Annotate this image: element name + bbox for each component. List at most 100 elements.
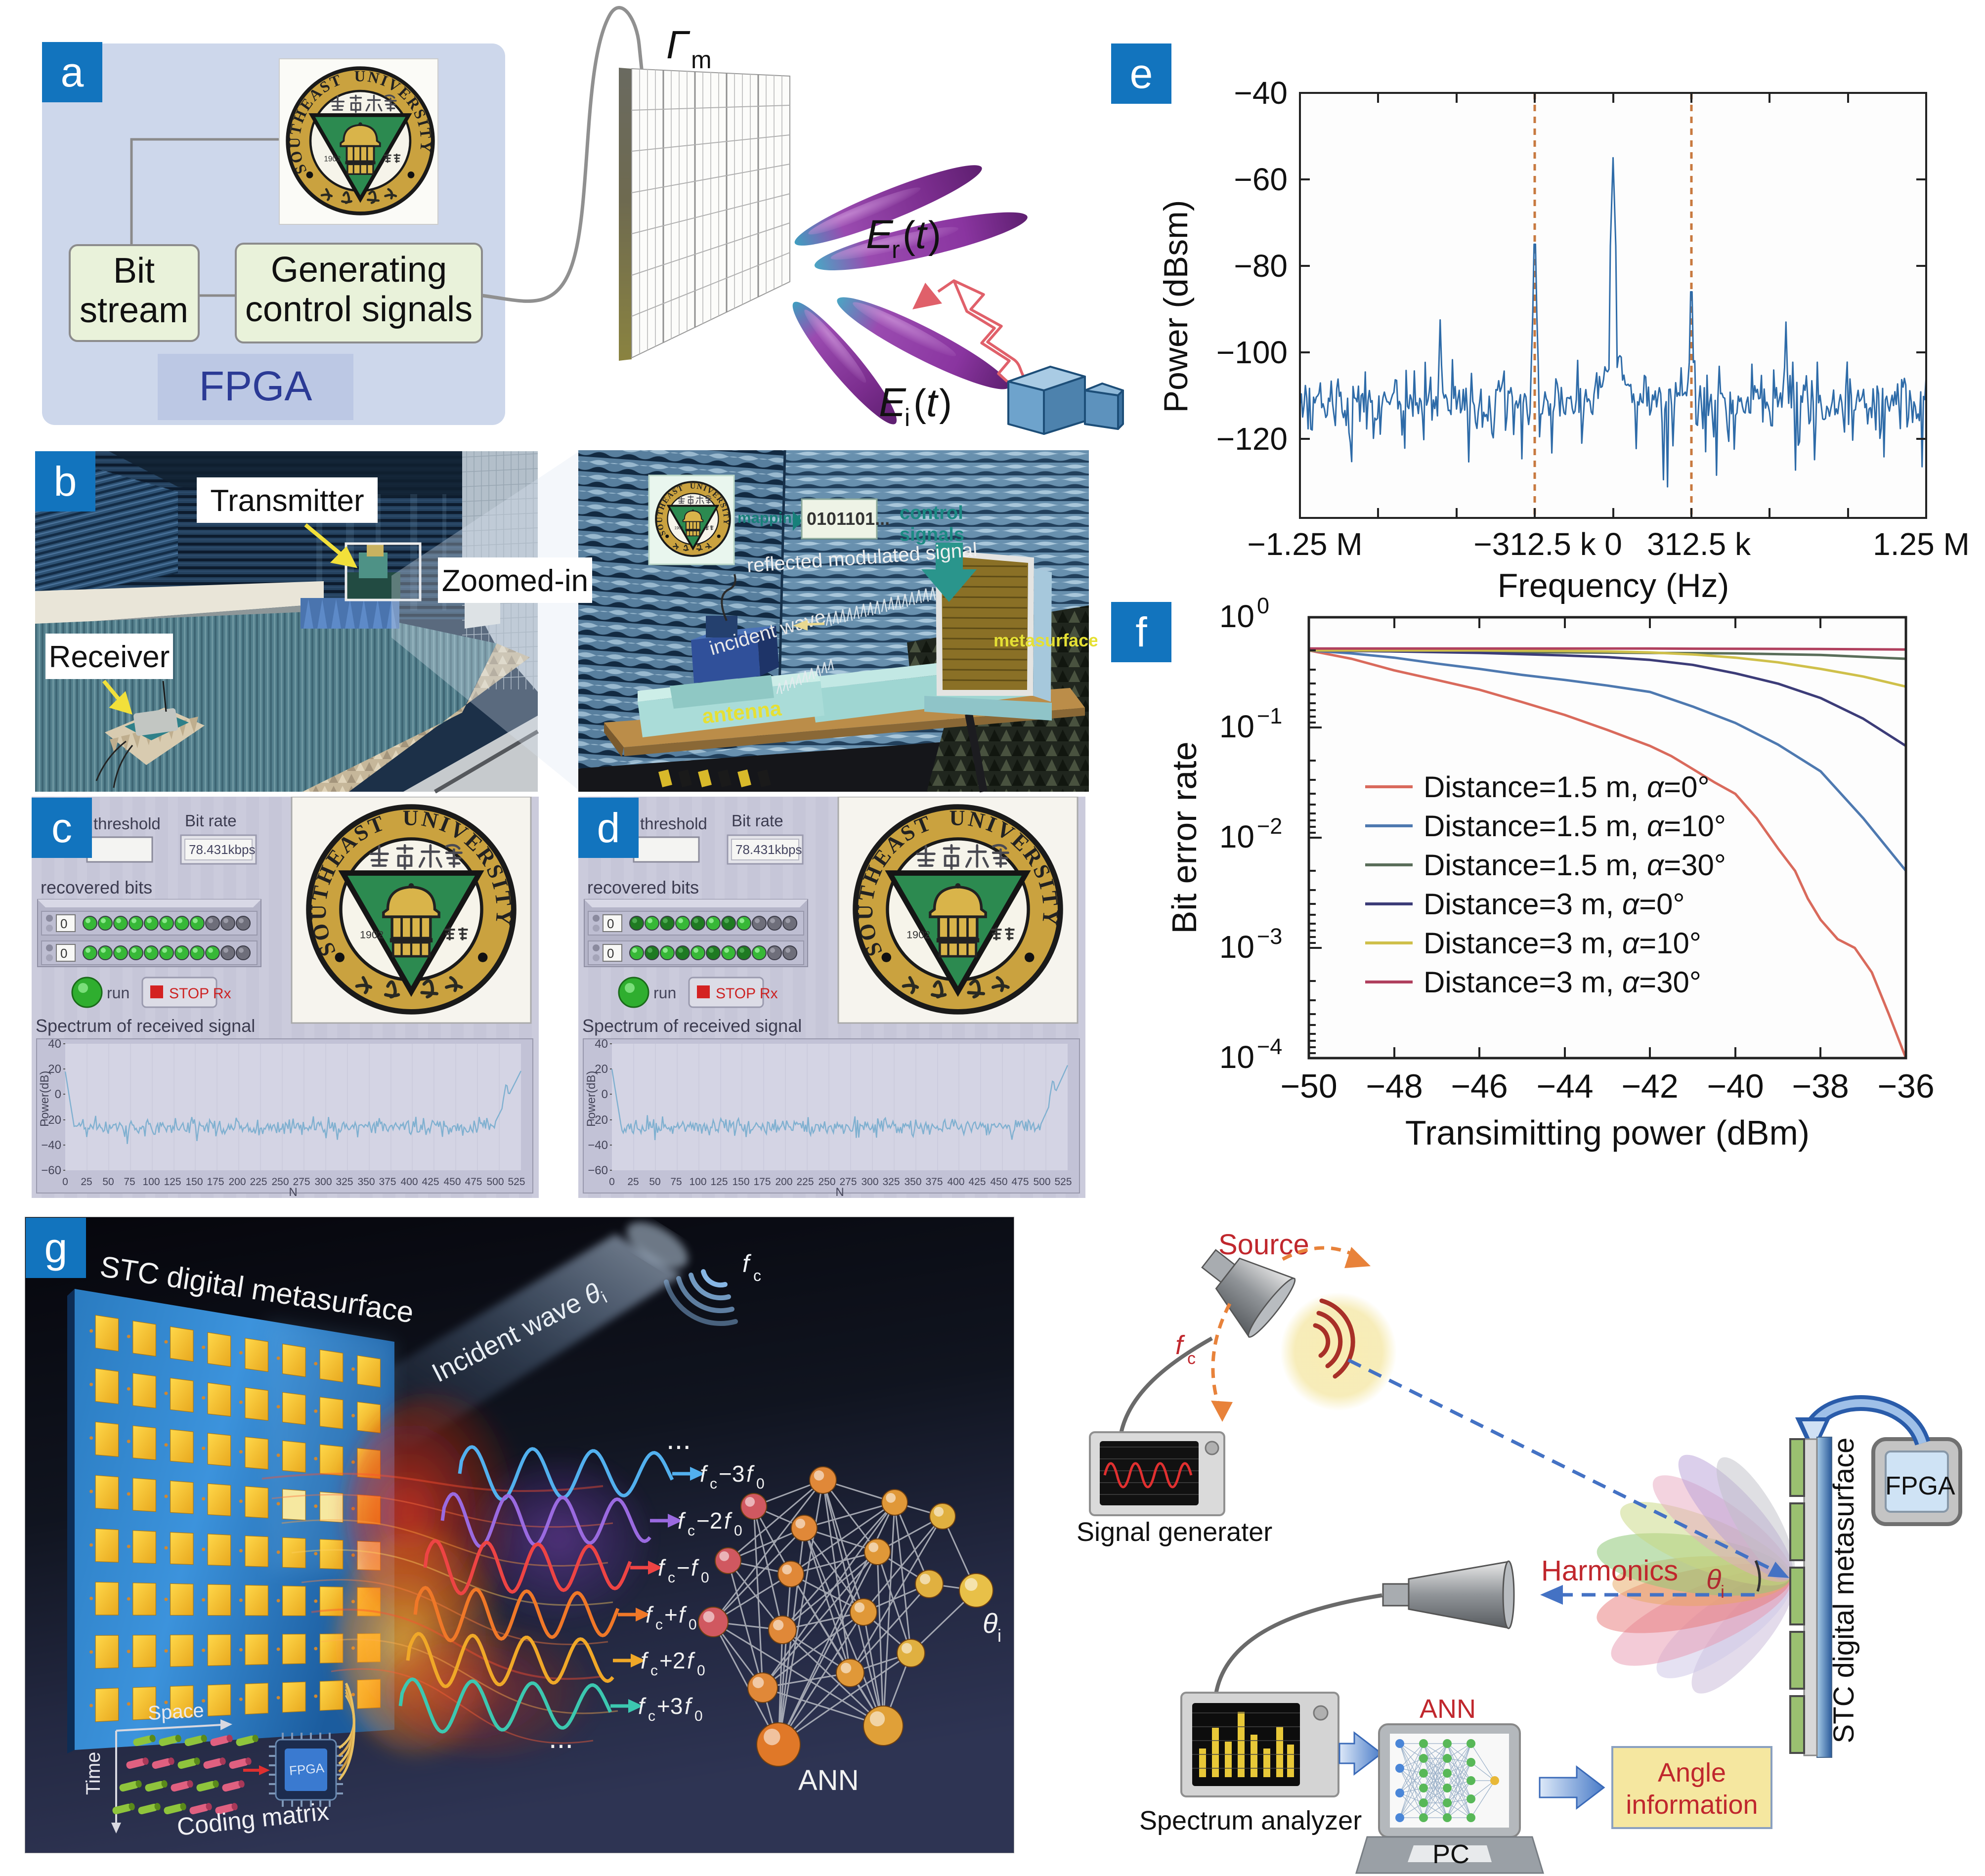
svg-text:Power(dB): Power(dB) xyxy=(38,1071,51,1127)
svg-text:Transimitting power (dBm): Transimitting power (dBm) xyxy=(1405,1113,1810,1152)
svg-text:Distance=1.5 m, α=10°: Distance=1.5 m, α=10° xyxy=(1424,810,1726,843)
svg-text:−20: −20 xyxy=(588,1113,608,1127)
svg-text:−50: −50 xyxy=(1280,1067,1337,1105)
svg-text:400: 400 xyxy=(400,1176,418,1188)
svg-text:f: f xyxy=(658,1555,666,1580)
svg-text:(: ( xyxy=(913,381,926,425)
svg-text:recovered bits: recovered bits xyxy=(587,877,699,897)
svg-text:Bit error rate: Bit error rate xyxy=(1165,742,1204,934)
svg-text:f: f xyxy=(1175,1330,1185,1360)
svg-text:f: f xyxy=(638,1693,647,1719)
svg-text:−60: −60 xyxy=(41,1164,61,1177)
svg-text:−40: −40 xyxy=(41,1139,61,1152)
svg-text:t: t xyxy=(926,381,939,425)
svg-text:325: 325 xyxy=(336,1176,353,1188)
svg-text:500: 500 xyxy=(486,1176,504,1188)
svg-text:+2: +2 xyxy=(659,1648,685,1673)
svg-text:Distance=3 m, α=30°: Distance=3 m, α=30° xyxy=(1424,966,1701,999)
svg-text:c: c xyxy=(753,1267,761,1284)
svg-text:425: 425 xyxy=(422,1176,439,1188)
svg-text:): ) xyxy=(939,381,952,425)
svg-text:−2: −2 xyxy=(1257,813,1282,839)
svg-text:75: 75 xyxy=(124,1176,135,1188)
svg-text:f: f xyxy=(691,1555,699,1580)
svg-text:...: ... xyxy=(549,1721,573,1754)
svg-text:f: f xyxy=(746,1461,755,1487)
svg-text:−1.25 M: −1.25 M xyxy=(1247,526,1362,562)
svg-text:ANN: ANN xyxy=(1420,1694,1476,1724)
svg-text:c: c xyxy=(655,1617,663,1633)
svg-text:metasurface: metasurface xyxy=(993,630,1097,650)
svg-text:): ) xyxy=(928,213,941,256)
svg-text:−120: −120 xyxy=(1216,421,1288,457)
svg-text:50: 50 xyxy=(102,1176,114,1188)
svg-text:350: 350 xyxy=(904,1176,921,1188)
svg-text:f: f xyxy=(679,1602,687,1627)
svg-text:0101101...: 0101101... xyxy=(807,509,890,529)
svg-text:0: 0 xyxy=(756,1476,765,1492)
svg-text:40: 40 xyxy=(48,1037,61,1051)
svg-text:225: 225 xyxy=(796,1176,814,1188)
svg-text:−3: −3 xyxy=(719,1461,744,1487)
svg-text:Receiver: Receiver xyxy=(49,640,170,674)
svg-text:−20: −20 xyxy=(41,1113,61,1127)
svg-text:Bit rate: Bit rate xyxy=(185,811,237,830)
svg-text:0: 0 xyxy=(55,1088,61,1101)
svg-text:Power (dBsm): Power (dBsm) xyxy=(1157,200,1195,413)
svg-text:275: 275 xyxy=(293,1176,310,1188)
svg-text:Angle: Angle xyxy=(1658,1758,1726,1788)
svg-text:Zoomed-in: Zoomed-in xyxy=(442,564,588,598)
svg-text:f: f xyxy=(646,1602,654,1627)
svg-text:c: c xyxy=(668,1570,675,1586)
svg-text:Time: Time xyxy=(83,1752,104,1795)
svg-text:threshold: threshold xyxy=(93,814,161,833)
svg-text:0: 0 xyxy=(60,946,67,961)
svg-text:Distance=3 m, α=0°: Distance=3 m, α=0° xyxy=(1424,888,1684,921)
svg-text:−40: −40 xyxy=(1707,1067,1764,1105)
svg-text:Distance=1.5 m, α=0°: Distance=1.5 m, α=0° xyxy=(1424,770,1710,804)
svg-text:0: 0 xyxy=(602,1088,608,1101)
svg-text:(: ( xyxy=(903,213,915,256)
svg-text:+3: +3 xyxy=(657,1693,683,1719)
svg-text:N: N xyxy=(289,1186,297,1198)
svg-text:325: 325 xyxy=(882,1176,900,1188)
svg-text:475: 475 xyxy=(465,1176,482,1188)
svg-text:θ: θ xyxy=(983,1608,997,1639)
svg-text:Signal generater: Signal generater xyxy=(1077,1517,1272,1547)
svg-text:r: r xyxy=(892,236,900,263)
svg-text:m: m xyxy=(691,46,712,74)
svg-text:100: 100 xyxy=(689,1176,706,1188)
svg-text:400: 400 xyxy=(947,1176,964,1188)
svg-text:150: 150 xyxy=(732,1176,749,1188)
svg-text:0: 0 xyxy=(1257,593,1269,618)
svg-text:300: 300 xyxy=(861,1176,878,1188)
svg-text:stream: stream xyxy=(80,291,188,330)
svg-text:−48: −48 xyxy=(1366,1067,1423,1105)
svg-text:+: + xyxy=(664,1602,678,1627)
svg-text:Transmitter: Transmitter xyxy=(210,484,364,518)
svg-text:525: 525 xyxy=(508,1176,525,1188)
svg-text:f: f xyxy=(641,1648,649,1673)
svg-text:−44: −44 xyxy=(1536,1067,1593,1105)
svg-text:−312.5 k: −312.5 k xyxy=(1473,526,1596,562)
svg-text:525: 525 xyxy=(1054,1176,1072,1188)
svg-text:100: 100 xyxy=(142,1176,160,1188)
svg-text:175: 175 xyxy=(753,1176,771,1188)
svg-text:Space: Space xyxy=(147,1700,205,1724)
svg-text:−2: −2 xyxy=(696,1508,722,1534)
svg-text:250: 250 xyxy=(271,1176,289,1188)
svg-text:run: run xyxy=(107,984,129,1002)
svg-text:200: 200 xyxy=(228,1176,246,1188)
svg-text:0: 0 xyxy=(609,1176,615,1188)
svg-text:control: control xyxy=(900,503,963,523)
svg-text:78.431kbps: 78.431kbps xyxy=(189,842,255,857)
svg-text:−40: −40 xyxy=(1234,75,1288,111)
svg-text:−46: −46 xyxy=(1451,1067,1508,1105)
svg-text:250: 250 xyxy=(818,1176,835,1188)
svg-text:425: 425 xyxy=(968,1176,986,1188)
svg-text:10: 10 xyxy=(1219,598,1254,634)
svg-text:−40: −40 xyxy=(588,1139,608,1152)
svg-text:i: i xyxy=(905,404,910,431)
svg-text:450: 450 xyxy=(443,1176,461,1188)
svg-text:−100: −100 xyxy=(1216,335,1288,370)
